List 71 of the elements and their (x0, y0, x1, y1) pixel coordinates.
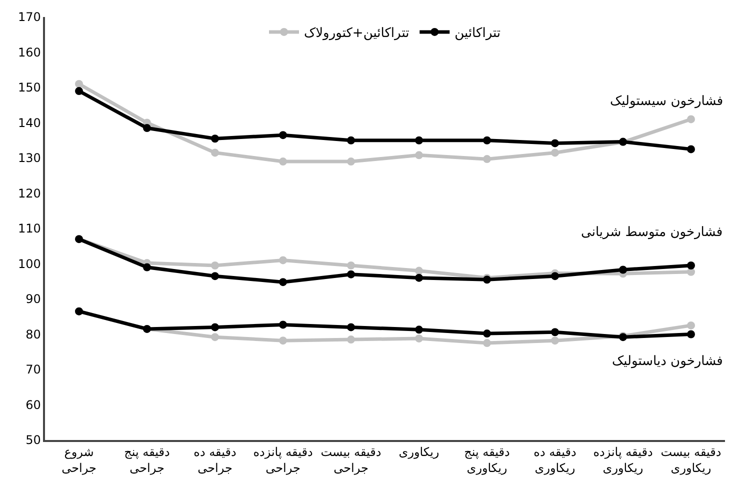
point (279, 131, 287, 140)
point (279, 336, 287, 345)
annotation: فشارخون سیستولیک (610, 94, 724, 109)
point (279, 320, 287, 329)
point (347, 262, 355, 270)
legend-label: تتراکائین (454, 26, 501, 42)
x-tick-label: دقیقه ده جراحی (194, 445, 236, 475)
point (551, 328, 559, 336)
y-tick-label: 70 (26, 362, 41, 377)
point (619, 266, 627, 274)
point (687, 115, 695, 124)
y-tick-label: 120 (18, 186, 41, 200)
point (347, 336, 355, 344)
point (415, 334, 423, 342)
point (143, 263, 151, 272)
point (347, 323, 355, 332)
point (211, 333, 219, 342)
point (279, 278, 287, 286)
point (211, 148, 219, 157)
point (687, 145, 695, 154)
point (347, 158, 355, 166)
point (483, 330, 491, 338)
point (211, 262, 219, 270)
point (483, 155, 491, 164)
point (279, 158, 287, 166)
y-tick-label: 60 (26, 398, 41, 412)
point (687, 262, 695, 270)
x-tick-label: دقیقه پانزده جراحی (253, 445, 313, 475)
x-tick-label: دقیقه بیست ریکاوری (660, 445, 722, 475)
point (687, 321, 695, 330)
x-tick-label: دقیقه پنج جراحی (124, 445, 170, 475)
x-tick-label: دقیقه ده ریکاوری (534, 445, 576, 475)
y-tick-label: 130 (18, 151, 41, 166)
point (415, 136, 423, 144)
point (347, 270, 355, 278)
point (551, 139, 559, 148)
point (551, 272, 559, 280)
point (415, 266, 423, 275)
y-tick-label: 160 (18, 45, 41, 60)
point (211, 323, 219, 332)
x-tick-label: دقیقه پنج ریکاوری (464, 445, 510, 475)
point (483, 339, 491, 348)
point (347, 136, 355, 144)
point (75, 87, 83, 96)
point (211, 134, 219, 143)
point (211, 272, 219, 280)
annotation: فشارخون دیاستولیک (612, 354, 723, 369)
y-tick-label: 140 (18, 116, 41, 130)
y-tick-label: 170 (18, 10, 41, 24)
point (75, 80, 83, 88)
point (279, 256, 287, 264)
point (415, 151, 423, 160)
legend-label: تتراکائین+کتورولاک (304, 26, 410, 42)
y-tick-label: 90 (26, 292, 41, 306)
x-tick-label: دقیقه پانزده ریکاوری (593, 445, 653, 475)
x-tick-label: شروع جراحی (62, 445, 96, 475)
annotation: فشارخون متوسط شریانی (581, 225, 723, 240)
point (415, 274, 423, 282)
y-tick-label: 150 (18, 80, 41, 95)
point (687, 330, 695, 338)
point (143, 124, 151, 132)
point (551, 336, 559, 345)
y-tick-label: 110 (18, 222, 41, 236)
y-tick-label: 80 (26, 327, 41, 342)
y-tick-label: 100 (18, 256, 41, 271)
point (551, 148, 559, 157)
x-tick-label: ریکاوری (398, 445, 440, 460)
point (483, 136, 491, 144)
y-tick-label: 50 (26, 433, 41, 448)
x-tick-label: دقیقه بیست جراحی (320, 445, 382, 475)
point (415, 326, 423, 334)
